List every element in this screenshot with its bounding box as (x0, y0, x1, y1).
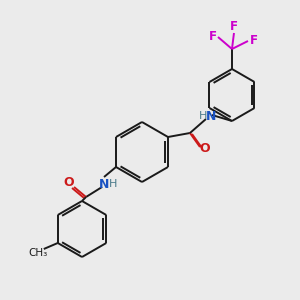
Text: O: O (200, 142, 210, 154)
Text: N: N (99, 178, 109, 190)
Text: O: O (64, 176, 74, 190)
Text: F: F (230, 20, 238, 34)
Text: H: H (199, 111, 207, 121)
Text: CH₃: CH₃ (28, 248, 47, 258)
Text: F: F (209, 29, 217, 43)
Text: F: F (250, 34, 258, 46)
Text: H: H (109, 179, 117, 189)
Text: N: N (206, 110, 216, 122)
